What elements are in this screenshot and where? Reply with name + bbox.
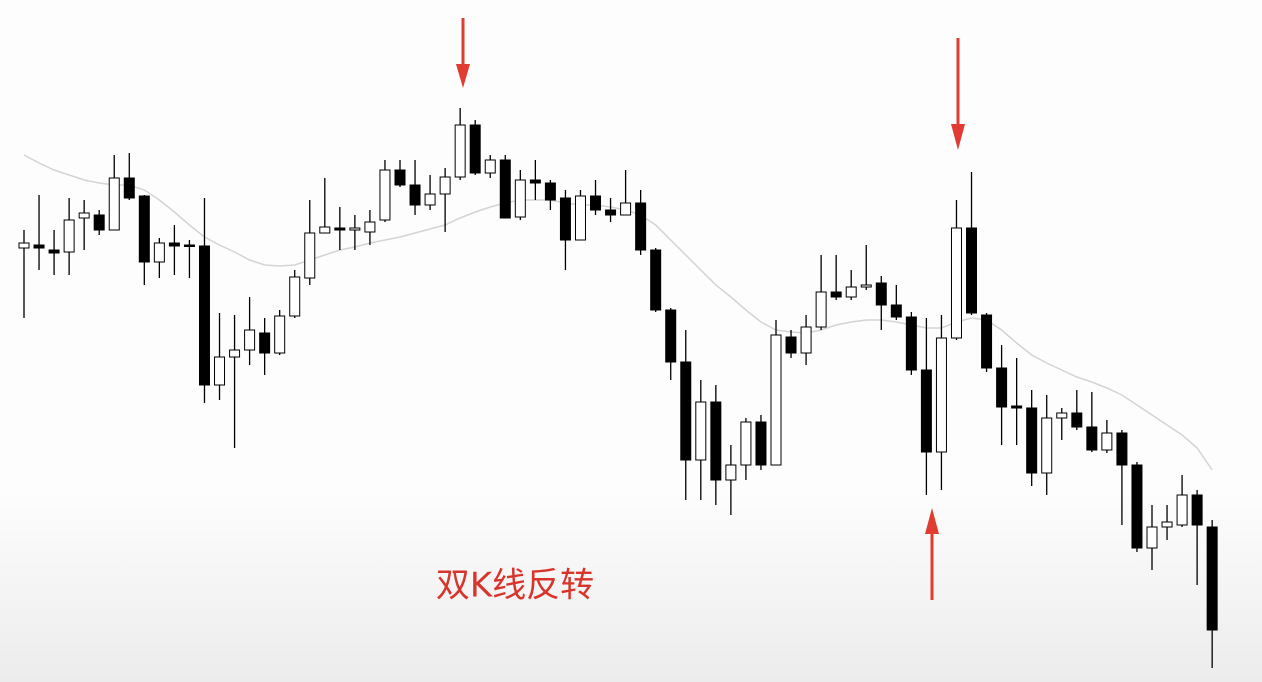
body bbox=[469, 124, 481, 174]
body bbox=[78, 212, 90, 219]
body bbox=[725, 464, 737, 481]
body bbox=[274, 315, 286, 354]
body bbox=[770, 334, 782, 466]
body bbox=[48, 249, 60, 254]
body bbox=[229, 349, 241, 358]
body bbox=[860, 284, 872, 288]
body bbox=[214, 356, 226, 386]
body bbox=[499, 159, 511, 219]
body bbox=[1176, 494, 1188, 526]
body bbox=[1071, 412, 1083, 428]
body bbox=[108, 177, 120, 231]
body bbox=[334, 227, 346, 231]
body bbox=[574, 195, 586, 241]
body bbox=[740, 421, 752, 466]
body bbox=[800, 326, 812, 354]
body bbox=[168, 242, 180, 247]
body bbox=[665, 309, 677, 363]
body bbox=[304, 232, 316, 279]
body bbox=[409, 184, 421, 206]
body bbox=[93, 214, 105, 231]
body bbox=[63, 219, 75, 253]
candles bbox=[18, 108, 1218, 668]
body bbox=[950, 227, 962, 339]
body bbox=[635, 202, 647, 251]
arrows bbox=[456, 18, 965, 600]
body bbox=[1101, 432, 1113, 451]
body bbox=[484, 159, 496, 174]
body bbox=[815, 291, 827, 328]
body bbox=[1146, 526, 1158, 549]
body bbox=[319, 226, 331, 234]
body bbox=[183, 244, 195, 247]
body bbox=[620, 202, 632, 216]
arrow-head bbox=[925, 508, 939, 534]
body bbox=[785, 336, 797, 354]
body bbox=[244, 329, 256, 351]
body bbox=[935, 337, 947, 453]
body bbox=[695, 401, 707, 461]
body bbox=[680, 361, 692, 461]
body bbox=[1011, 405, 1023, 409]
body bbox=[349, 227, 361, 231]
body bbox=[33, 244, 45, 249]
body bbox=[890, 304, 902, 318]
body bbox=[424, 193, 436, 206]
arrow-head bbox=[456, 64, 470, 88]
body bbox=[364, 221, 376, 233]
body bbox=[454, 124, 466, 178]
body bbox=[650, 249, 662, 311]
body bbox=[1116, 432, 1128, 466]
body bbox=[198, 245, 210, 386]
body bbox=[845, 286, 857, 298]
body bbox=[966, 227, 978, 314]
body bbox=[514, 179, 526, 218]
body bbox=[830, 291, 842, 298]
body bbox=[981, 314, 993, 369]
body bbox=[439, 176, 451, 195]
body bbox=[590, 195, 602, 211]
body bbox=[905, 316, 917, 371]
body bbox=[996, 367, 1008, 408]
body bbox=[153, 242, 165, 263]
arrow-head bbox=[951, 124, 965, 150]
body bbox=[1161, 521, 1173, 528]
body bbox=[379, 169, 391, 221]
body bbox=[875, 282, 887, 306]
body bbox=[605, 209, 617, 216]
moving-average bbox=[23, 154, 1213, 471]
annotation: 双K线反转 bbox=[436, 566, 594, 606]
body bbox=[544, 182, 556, 201]
body bbox=[529, 179, 541, 184]
body bbox=[1206, 526, 1218, 631]
body bbox=[1026, 407, 1038, 474]
body bbox=[755, 421, 767, 466]
body bbox=[1131, 464, 1143, 549]
body bbox=[1191, 494, 1203, 526]
body bbox=[920, 369, 932, 453]
body bbox=[138, 195, 150, 263]
body bbox=[394, 169, 406, 186]
body bbox=[289, 276, 301, 317]
body bbox=[1041, 417, 1053, 474]
body bbox=[1056, 412, 1068, 419]
body bbox=[1086, 426, 1098, 451]
body bbox=[710, 401, 722, 481]
body bbox=[18, 242, 30, 249]
body bbox=[559, 197, 571, 241]
body bbox=[123, 177, 135, 199]
body bbox=[259, 332, 271, 354]
